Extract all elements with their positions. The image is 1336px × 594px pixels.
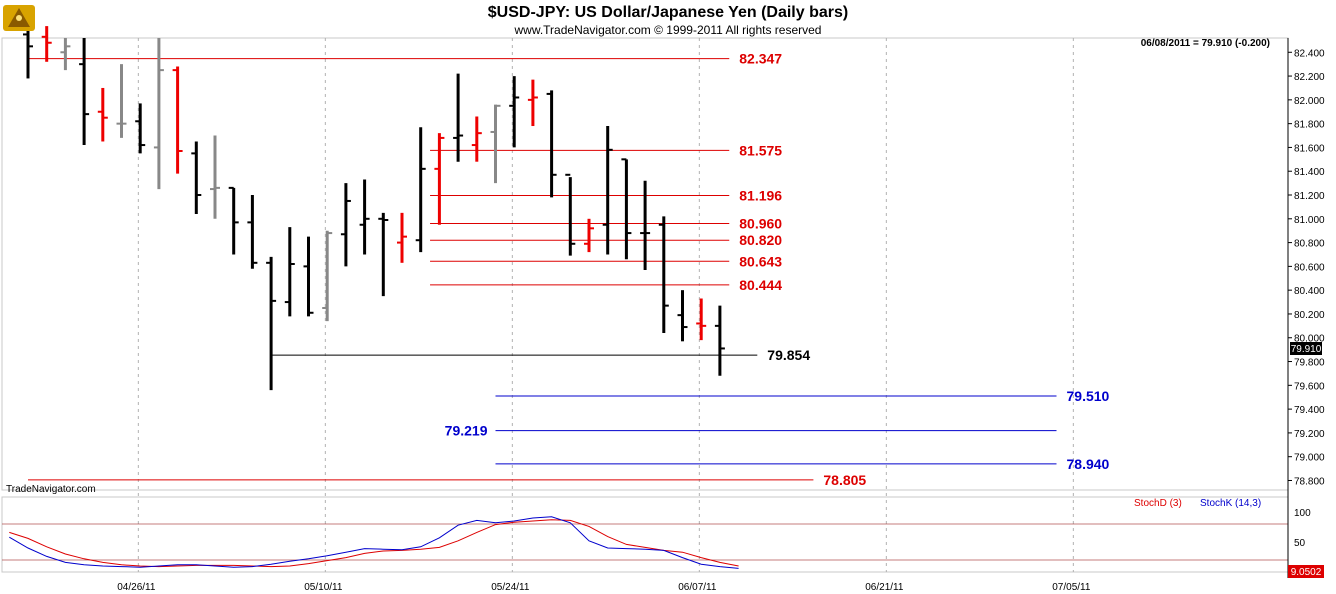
ohlc-bar	[359, 179, 370, 255]
level-label: 79.219	[445, 423, 488, 439]
level-label: 78.805	[823, 472, 866, 488]
level-label: 79.854	[767, 347, 810, 363]
y-tick-label: 80.000	[1294, 334, 1325, 345]
ohlc-bar	[546, 90, 557, 198]
ohlc-bar	[228, 186, 239, 255]
ohlc-bar	[621, 158, 632, 260]
y-tick-label: 81.200	[1294, 191, 1325, 202]
y-tick-label: 81.000	[1294, 215, 1325, 226]
ohlc-bar	[509, 76, 520, 148]
ohlc-bar	[153, 38, 164, 190]
ohlc-bar	[565, 173, 576, 256]
ohlc-bar	[378, 212, 389, 297]
stoch-last-box	[1288, 565, 1324, 578]
ohlc-bar	[714, 305, 725, 376]
y-tick-label: 82.200	[1294, 72, 1325, 83]
ohlc-bar	[210, 135, 220, 219]
y-tick-label: 80.200	[1294, 310, 1325, 321]
y-tick-label: 79.400	[1294, 405, 1325, 416]
y-tick-label: 81.400	[1294, 167, 1325, 178]
y-tick-label: 81.800	[1294, 120, 1325, 131]
y-tick-label: 81.600	[1294, 143, 1325, 154]
y-tick-label: 82.000	[1294, 96, 1325, 107]
y-tick-label: 80.800	[1294, 239, 1325, 250]
legend-stochd: StochD (3)	[1134, 498, 1182, 509]
ohlc-bar	[490, 104, 501, 184]
ohlc-bar	[397, 212, 407, 263]
ohlc-bar	[60, 38, 71, 71]
ohlc-bar	[97, 87, 108, 142]
ohlc-bar	[471, 116, 482, 162]
chart-subtitle: www.TradeNavigator.com © 1999-2011 All r…	[514, 23, 822, 37]
x-tick-label: 07/05/11	[1052, 582, 1091, 593]
y-tick-label: 78.800	[1294, 476, 1325, 487]
level-label: 81.575	[739, 142, 782, 158]
y-tick-label: 80.400	[1294, 286, 1325, 297]
logo-icon	[3, 5, 35, 31]
ohlc-bar	[640, 180, 651, 270]
last-price-label: 79.910	[1291, 344, 1322, 355]
level-label: 80.960	[739, 216, 782, 232]
stoch-last-label: 9.0502	[1291, 567, 1322, 578]
level-label: 80.444	[739, 277, 782, 293]
ohlc-bar	[340, 183, 351, 267]
ohlc-bar	[284, 227, 295, 317]
legend-stochk: StochK (14,3)	[1200, 498, 1261, 509]
ohlc-bar	[23, 26, 33, 79]
y-tick-label: 80.600	[1294, 262, 1325, 273]
ohlc-bar	[41, 26, 52, 62]
y-tick-label: 79.200	[1294, 429, 1325, 440]
y-tick-label: 82.400	[1294, 48, 1325, 59]
ohlc-bar	[696, 298, 707, 341]
x-tick-label: 05/10/11	[304, 582, 343, 593]
ohlc-bar	[116, 64, 127, 138]
ohlc-bar	[453, 73, 464, 162]
ohlc-bar	[135, 103, 146, 154]
x-tick-label: 06/07/11	[678, 582, 717, 593]
x-tick-label: 05/24/11	[491, 582, 530, 593]
ohlc-bar	[658, 216, 669, 333]
y-tick-label: 79.600	[1294, 381, 1325, 392]
ohlc-bar	[266, 256, 277, 391]
ohlc-bar	[602, 126, 613, 255]
axes-layer: 04/26/11 05/10/11 05/24/11 06/07/11 06/21/11…	[117, 38, 1325, 593]
x-tick-label: 06/21/11	[865, 582, 904, 593]
ohlc-bar	[434, 133, 445, 225]
stoch-y-tick-label: 50	[1294, 538, 1306, 549]
level-label: 82.347	[739, 51, 782, 67]
chart-title: $USD-JPY: US Dollar/Japanese Yen (Daily …	[488, 4, 848, 21]
stoch-y-tick-label: 100	[1294, 508, 1311, 519]
ohlc-bar	[191, 141, 202, 215]
ohlc-bar	[79, 38, 90, 146]
stoch-series-line	[9, 516, 739, 569]
grid-layer	[1, 37, 1289, 573]
ohlc-bar	[247, 195, 258, 269]
level-label: 80.643	[739, 253, 782, 269]
ohlc-bar	[322, 230, 333, 322]
last-price-box	[1290, 342, 1322, 355]
ohlc-bar	[677, 290, 688, 342]
ohlc-bar	[303, 236, 314, 317]
stoch-series-line	[9, 519, 739, 568]
x-tick-label: 04/26/11	[117, 582, 156, 593]
y-tick-label: 79.000	[1294, 453, 1325, 464]
stoch-layer	[9, 516, 739, 569]
level-label: 78.940	[1067, 456, 1110, 472]
bars-layer	[23, 26, 725, 391]
ohlc-bar	[584, 218, 594, 253]
last-quote: 06/08/2011 = 79.910 (-0.200)	[1141, 38, 1270, 49]
y-tick-label: 79.800	[1294, 358, 1325, 369]
level-label: 80.820	[739, 232, 782, 248]
level-label: 79.510	[1067, 388, 1110, 404]
watermark: TradeNavigator.com	[6, 484, 96, 495]
level-label: 81.196	[739, 187, 782, 203]
ohlc-bar	[527, 79, 538, 127]
ohlc-bar	[172, 66, 183, 174]
ohlc-bar	[415, 127, 426, 253]
